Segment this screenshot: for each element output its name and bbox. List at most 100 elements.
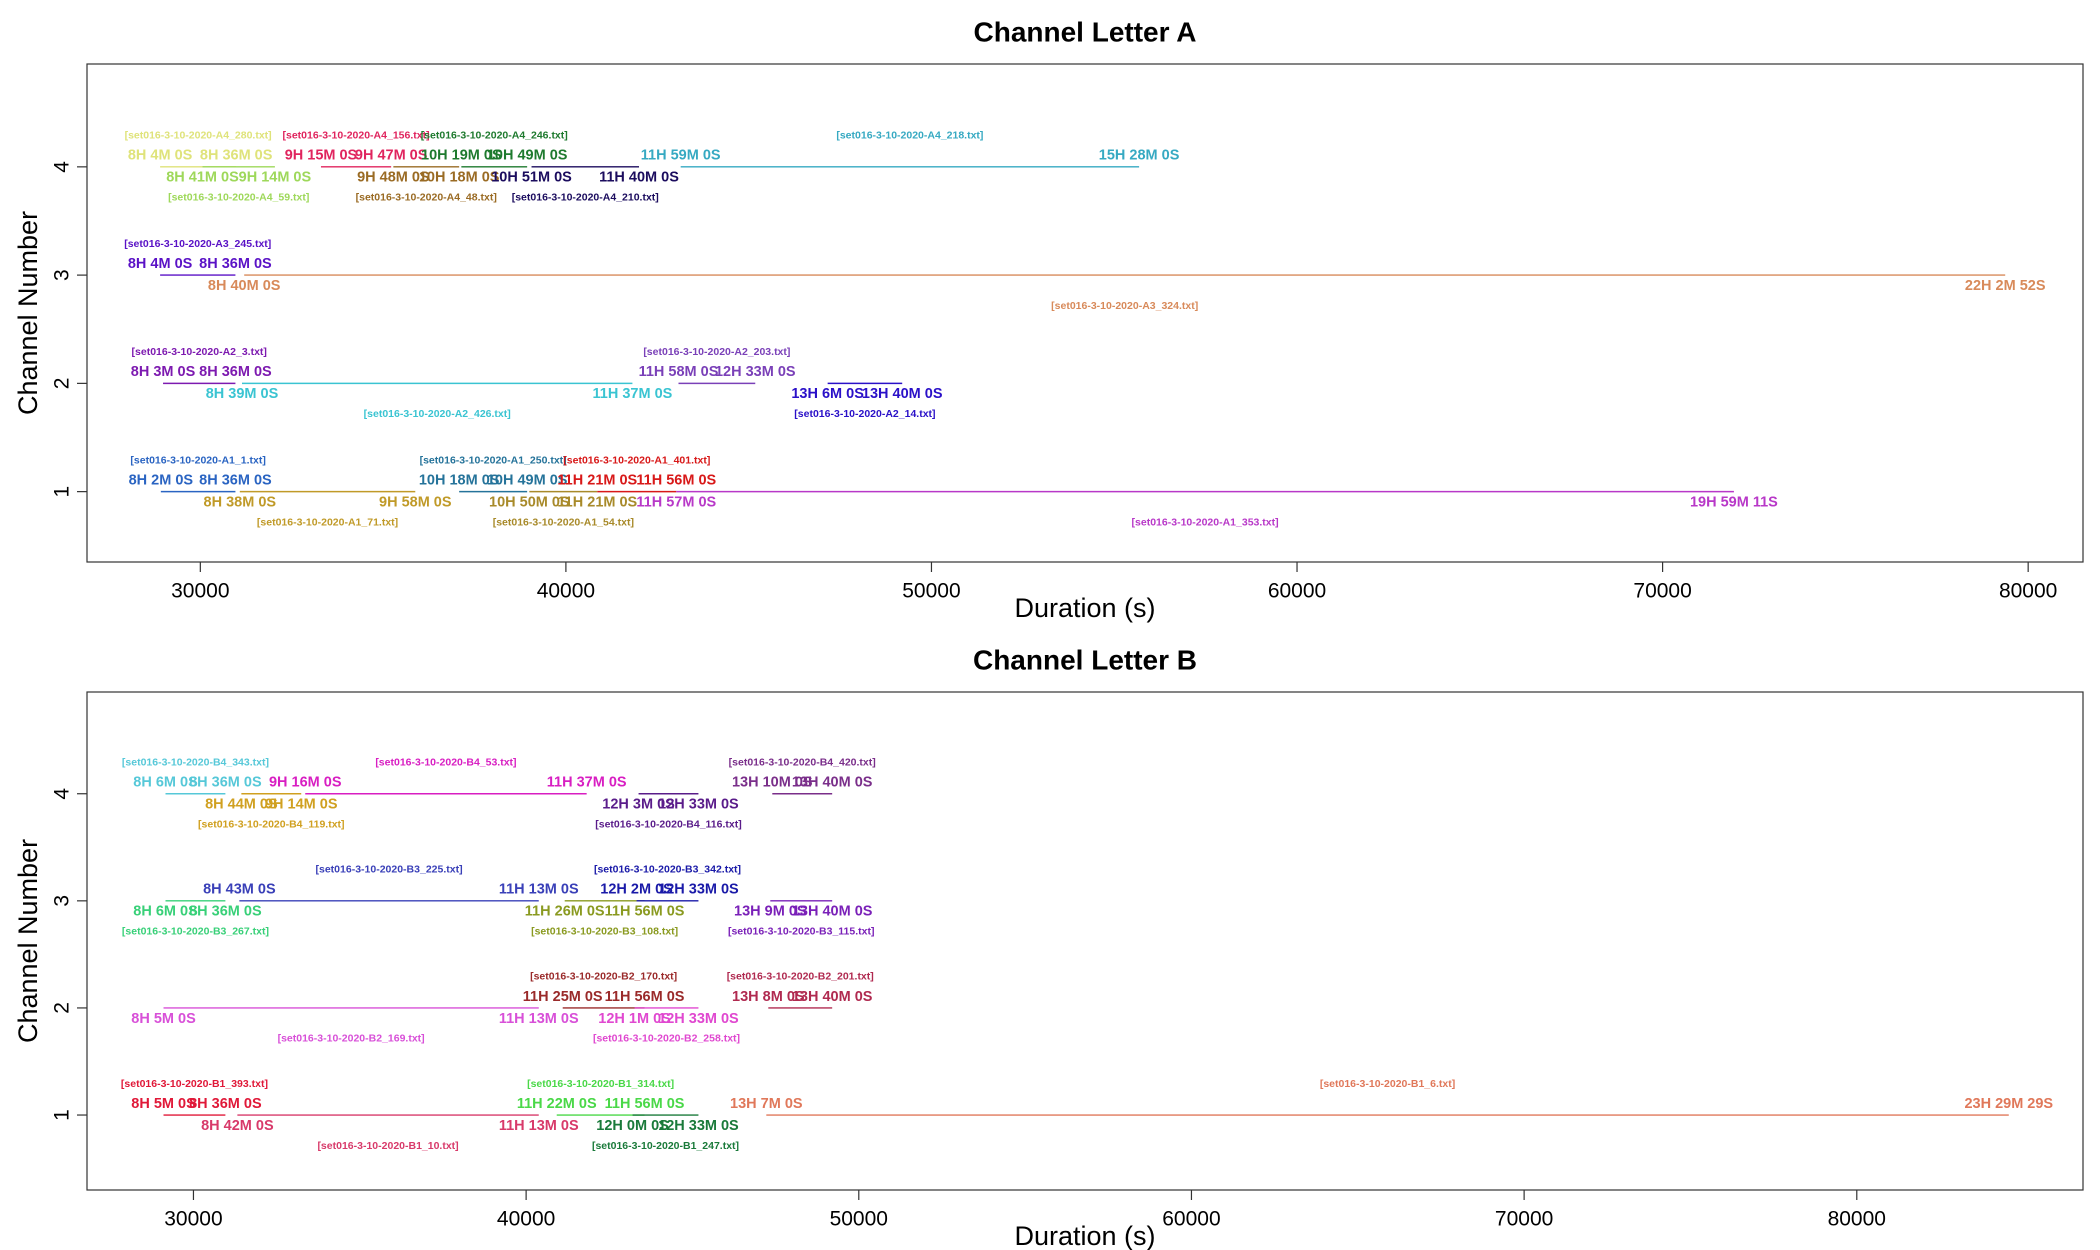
segment-start-label: 8H 5M 0S xyxy=(131,1011,196,1027)
segment-end-label: 8H 36M 0S xyxy=(189,904,262,920)
segment-b3-8: 11H 26M 0S 11H 56M 0S [set016-3-10-2020-B3… xyxy=(525,900,685,938)
segment-file-label: [set016-3-10-2020-A1_250.txt] xyxy=(420,454,567,466)
segment-file-label: [set016-3-10-2020-B3_225.txt] xyxy=(316,864,463,876)
segment-end-label: 12H 33M 0S xyxy=(658,1011,739,1027)
segment-file-label: [set016-3-10-2020-A4_280.txt] xyxy=(125,130,272,142)
segment-a2-11: 8H 39M 0S 11H 37M 0S [set016-3-10-2020-A2_… xyxy=(206,382,673,420)
segment-end-label: 9H 58M 0S xyxy=(379,494,452,510)
segment-end-label: 11H 37M 0S xyxy=(593,386,673,402)
y-tick-label: 4 xyxy=(51,161,74,173)
segment-start-label: 11H 58M 0S xyxy=(639,364,719,380)
segment-end-label: 11H 56M 0S xyxy=(636,472,716,488)
segment-start-label: 9H 16M 0S xyxy=(269,775,342,791)
segment-end-label: 11H 13M 0S xyxy=(499,882,579,898)
y-tick-label: 3 xyxy=(51,895,74,907)
segment-file-label: [set016-3-10-2020-B3_342.txt] xyxy=(594,864,741,876)
chart-panel-1: Channel Letter A 30000 40000 50000 60000 7000… xyxy=(13,16,2084,623)
segment-end-label: 11H 56M 0S xyxy=(605,1096,685,1112)
segment-file-label: [set016-3-10-2020-A1_54.txt] xyxy=(493,516,634,528)
segment-end-label: 10H 18M 0S xyxy=(419,170,500,186)
y-tick-label: 2 xyxy=(51,1002,74,1014)
x-tick-label: 30000 xyxy=(164,1208,222,1231)
segment-start-label: 13H 6M 0S xyxy=(791,386,864,402)
segment-file-label: [set016-3-10-2020-B1_6.txt] xyxy=(1320,1078,1455,1090)
segment-file-label: [set016-3-10-2020-A4_59.txt] xyxy=(168,192,309,204)
segment-file-label: [set016-3-10-2020-A4_246.txt] xyxy=(421,130,568,142)
segment-file-label: [set016-3-10-2020-B4_420.txt] xyxy=(729,757,876,769)
segment-end-label: 13H 40M 0S xyxy=(862,386,943,402)
segment-end-label: 13H 40M 0S xyxy=(792,989,873,1005)
segment-start-label: 11H 59M 0S xyxy=(641,148,721,164)
segment-a3-9: 8H 40M 0S 22H 2M 52S [set016-3-10-2020-A3_… xyxy=(208,274,2046,312)
segment-file-label: [set016-3-10-2020-A2_426.txt] xyxy=(364,408,511,420)
x-tick-label: 80000 xyxy=(1828,1208,1886,1231)
segment-start-label: 13H 7M 0S xyxy=(730,1096,803,1112)
segment-start-label: 11H 57M 0S xyxy=(636,494,716,510)
segment-end-label: 8H 36M 0S xyxy=(189,775,262,791)
segment-b3-7: 8H 43M 0S 11H 13M 0S [set016-3-10-2020-B3_… xyxy=(203,864,579,902)
segment-end-label: 10H 49M 0S xyxy=(487,148,568,164)
x-axis-label: Duration (s) xyxy=(1014,1221,1155,1250)
segment-start-label: 12H 1M 0S xyxy=(598,1011,671,1027)
segment-end-label: 9H 14M 0S xyxy=(239,170,312,186)
segment-end-label: 12H 33M 0S xyxy=(658,797,739,813)
segment-file-label: [set016-3-10-2020-B3_267.txt] xyxy=(122,926,269,938)
segment-start-label: 8H 3M 0S xyxy=(131,364,196,380)
y-axis-label: Channel Number xyxy=(13,211,43,415)
segment-file-label: [set016-3-10-2020-B2_201.txt] xyxy=(727,971,874,983)
y-tick-label: 4 xyxy=(51,788,74,800)
segment-a3-8: 8H 4M 0S 8H 36M 0S [set016-3-10-2020-A3_24… xyxy=(124,238,272,276)
segment-file-label: [set016-3-10-2020-A2_14.txt] xyxy=(794,408,935,420)
segment-end-label: 10H 49M 0S xyxy=(487,472,568,488)
segment-start-label: 8H 2M 0S xyxy=(129,472,194,488)
segment-start-label: 8H 41M 0S xyxy=(166,170,239,186)
segment-file-label: [set016-3-10-2020-A3_324.txt] xyxy=(1051,300,1198,312)
segment-file-label: [set016-3-10-2020-A1_353.txt] xyxy=(1132,516,1279,528)
segment-file-label: [set016-3-10-2020-B4_116.txt] xyxy=(595,819,742,831)
segment-file-label: [set016-3-10-2020-B3_115.txt] xyxy=(728,926,875,938)
segment-end-label: 12H 33M 0S xyxy=(658,1118,739,1134)
segment-start-label: 8H 39M 0S xyxy=(206,386,279,402)
segment-start-label: 10H 50M 0S xyxy=(489,494,570,510)
segment-file-label: [set016-3-10-2020-A4_218.txt] xyxy=(836,130,983,142)
segment-b2-12: 11H 25M 0S 11H 56M 0S [set016-3-10-2020-B2… xyxy=(523,971,685,1009)
segment-start-label: 9H 15M 0S xyxy=(285,148,358,164)
segment-end-label: 11H 37M 0S xyxy=(547,775,627,791)
segment-start-label: 8H 5M 0S xyxy=(131,1096,196,1112)
segment-start-label: 8H 6M 0S xyxy=(133,904,198,920)
segment-file-label: [set016-3-10-2020-B1_314.txt] xyxy=(527,1078,674,1090)
segment-file-label: [set016-3-10-2020-A1_401.txt] xyxy=(563,454,710,466)
segment-start-label: 13H 9M 0S xyxy=(734,904,807,920)
segment-file-label: [set016-3-10-2020-B2_258.txt] xyxy=(593,1033,740,1045)
segment-start-label: 11H 25M 0S xyxy=(523,989,603,1005)
segment-start-label: 10H 51M 0S xyxy=(491,170,572,186)
segment-a1-15: 8H 38M 0S 9H 58M 0S [set016-3-10-2020-A1_7… xyxy=(204,490,452,528)
segment-b4-3: 9H 16M 0S 11H 37M 0S [set016-3-10-2020-B4_… xyxy=(269,757,627,795)
segment-a4-7: 11H 59M 0S 15H 28M 0S [set016-3-10-2020-A4… xyxy=(641,130,1180,168)
x-tick-label: 70000 xyxy=(1633,580,1691,603)
segment-file-label: [set016-3-10-2020-A1_1.txt] xyxy=(130,454,265,466)
segment-file-label: [set016-3-10-2020-B4_343.txt] xyxy=(122,757,269,769)
segment-file-label: [set016-3-10-2020-B4_53.txt] xyxy=(375,757,516,769)
segment-b1-16: 8H 42M 0S 11H 13M 0S [set016-3-10-2020-B1_… xyxy=(201,1114,579,1152)
segment-start-label: 8H 40M 0S xyxy=(208,278,281,294)
segment-start-label: 12H 0M 0S xyxy=(596,1118,669,1134)
segment-end-label: 15H 28M 0S xyxy=(1099,148,1180,164)
segment-start-label: 8H 42M 0S xyxy=(201,1118,274,1134)
segment-start-label: 10H 18M 0S xyxy=(419,472,500,488)
segment-end-label: 22H 2M 52S xyxy=(1965,278,2046,294)
segment-end-label: 8H 36M 0S xyxy=(199,364,272,380)
segment-file-label: [set016-3-10-2020-B1_10.txt] xyxy=(317,1140,458,1152)
segment-start-label: 11H 26M 0S xyxy=(525,904,605,920)
